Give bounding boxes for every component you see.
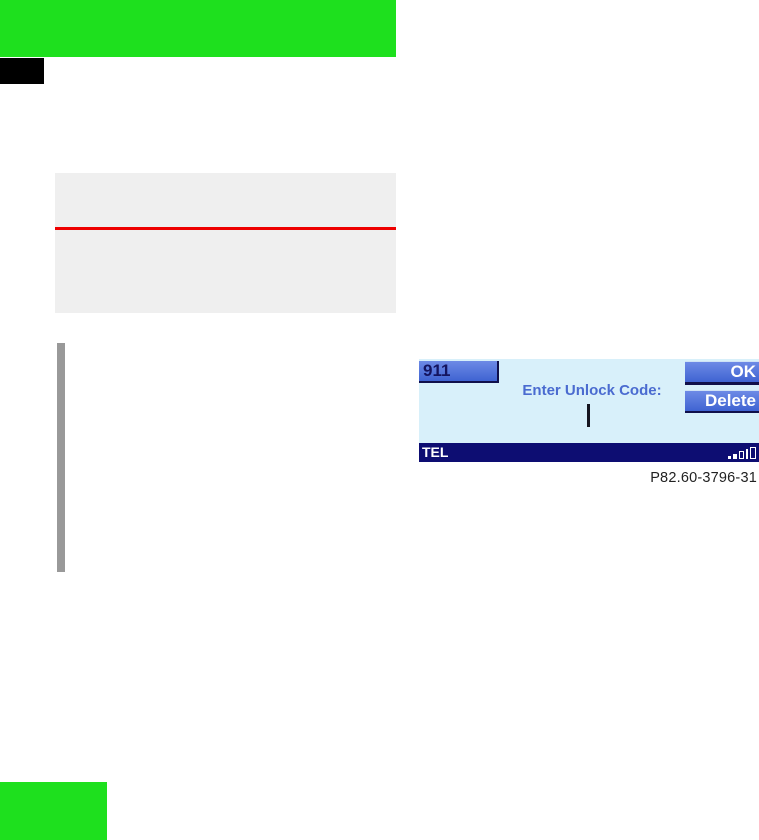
signal-strength-icon [728, 446, 756, 459]
note-box [55, 173, 396, 313]
ok-button[interactable]: OK [685, 361, 759, 385]
status-mode-label: TEL [422, 444, 449, 460]
revision-change-bar [57, 343, 65, 572]
phone-display-screenshot: 911 OK Delete Enter Unlock Code: TEL [419, 359, 759, 462]
figure-caption: P82.60-3796-31 [650, 470, 757, 486]
text-cursor [587, 404, 590, 427]
delete-button[interactable]: Delete [685, 390, 759, 413]
note-box-red-rule [55, 227, 396, 230]
section-tab [0, 58, 44, 84]
unlock-code-prompt: Enter Unlock Code: [522, 382, 662, 399]
phone-status-bar: TEL [419, 443, 759, 462]
page-footer-band [0, 782, 107, 840]
emergency-911-button[interactable]: 911 [419, 361, 499, 383]
page-header-band [0, 0, 396, 57]
